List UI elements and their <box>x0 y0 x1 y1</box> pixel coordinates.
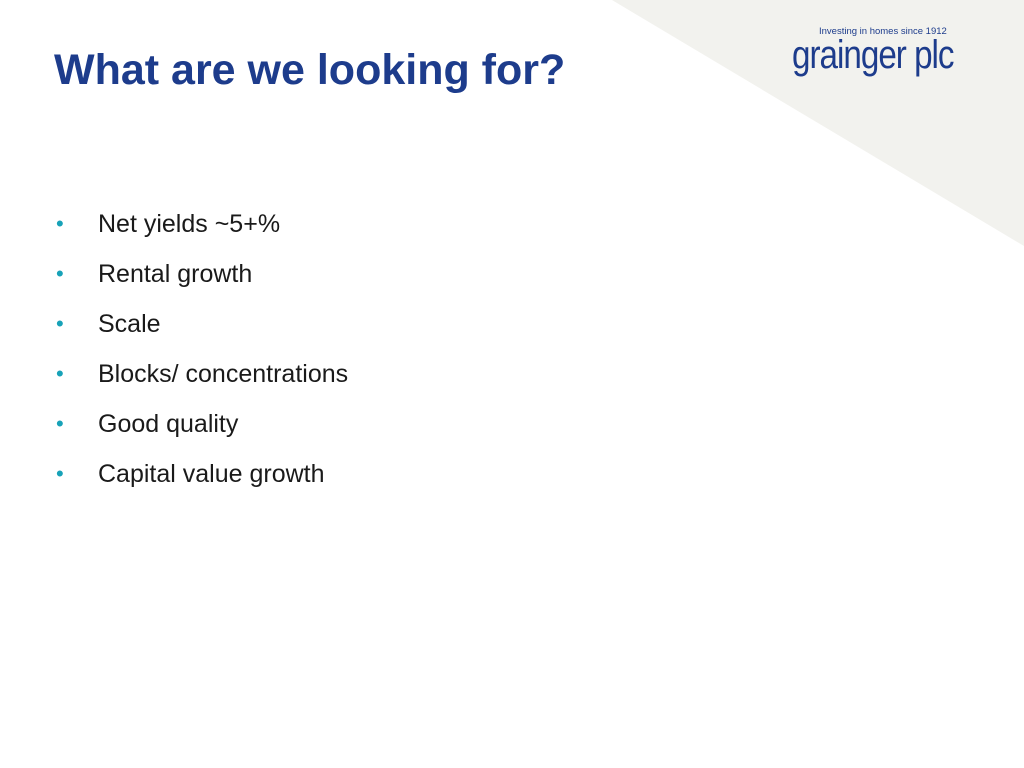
grainger-logo: Investing in homes since 1912 grainger p… <box>792 26 992 86</box>
bullet-text: Capital value growth <box>98 460 325 488</box>
bullet-text: Scale <box>98 310 161 338</box>
logo-wordmark: grainger plc <box>792 33 955 77</box>
slide-title: What are we looking for? <box>54 46 566 94</box>
bullet-text: Net yields ~5+% <box>98 210 281 238</box>
bullet-text: Good quality <box>98 410 239 438</box>
bullet-icon: • <box>56 461 64 486</box>
bullet-icon: • <box>56 211 64 236</box>
bullet-icon: • <box>56 411 64 436</box>
bullet-text: Blocks/ concentrations <box>98 360 349 388</box>
bullet-icon: • <box>56 311 64 336</box>
background-shape <box>612 0 1024 246</box>
bullet-text: Rental growth <box>98 260 253 288</box>
bullet-icon: • <box>56 361 64 386</box>
bullet-icon: • <box>56 261 64 286</box>
logo-tagline: Investing in homes since 1912 <box>819 26 947 37</box>
